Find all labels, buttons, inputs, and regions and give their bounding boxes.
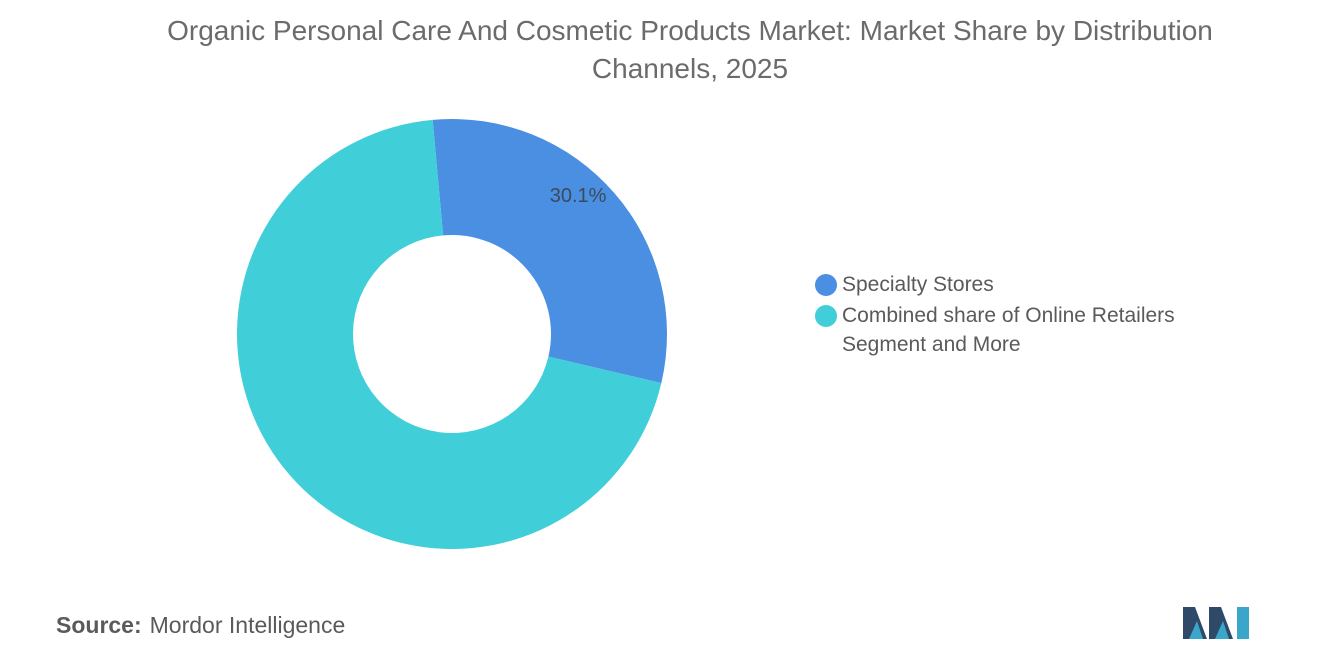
source-text: Mordor Intelligence [149, 612, 346, 638]
donut-slice-1 [236, 119, 662, 549]
legend-label-specialty-stores: Specialty Stores [842, 273, 994, 296]
legend-label-online-retailers: Combined share of Online Retailers Segme… [842, 304, 1175, 356]
donut-slice-0 [432, 119, 667, 384]
slice-label-0: 30.1% [550, 185, 607, 207]
mordor-intelligence-logo [1183, 607, 1249, 639]
legend-item-online-retailers: Combined share of Online Retailers Segme… [815, 301, 1215, 359]
source-label: Source: [56, 612, 142, 638]
legend-swatch-specialty-stores [815, 274, 837, 296]
source-note: Source: Mordor Intelligence [56, 612, 345, 639]
legend-swatch-online-retailers [815, 305, 837, 327]
legend-item-specialty-stores: Specialty Stores [815, 270, 1215, 299]
chart-title: Organic Personal Care And Cosmetic Produ… [167, 15, 1213, 84]
chart-legend: Specialty Stores Combined share of Onlin… [815, 270, 1215, 361]
